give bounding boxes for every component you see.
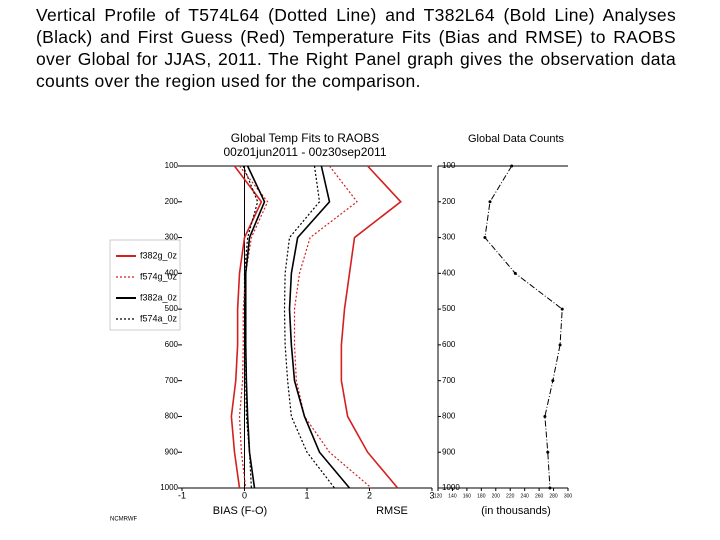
chart-subtitle: 00z01jun2011 - 00z30sep2011 bbox=[223, 145, 386, 159]
count-point bbox=[546, 450, 550, 454]
count-point bbox=[548, 486, 552, 490]
y-tick-label: 800 bbox=[442, 412, 456, 421]
rmse-line bbox=[288, 165, 351, 489]
y-tick-label: 600 bbox=[442, 340, 456, 349]
y-tick-label: 500 bbox=[442, 304, 456, 313]
chart-title: Global Temp Fits to RAOBS bbox=[231, 131, 380, 145]
x-tick-label: 2 bbox=[367, 490, 372, 500]
x-tick-label: 1 bbox=[304, 490, 309, 500]
x-tick-label: 180 bbox=[477, 493, 486, 499]
legend-label: f574g_0z bbox=[140, 271, 178, 281]
count-point bbox=[551, 379, 555, 383]
x-axis-label: RMSE bbox=[376, 505, 408, 517]
count-point bbox=[513, 271, 517, 275]
x-tick-label: 240 bbox=[520, 493, 529, 499]
y-tick-label: 700 bbox=[442, 376, 456, 385]
y-tick-label: 900 bbox=[442, 447, 456, 456]
x-tick-label: 260 bbox=[535, 493, 544, 499]
y-tick-label: 800 bbox=[165, 412, 179, 421]
y-tick-label: 100 bbox=[165, 161, 179, 170]
x-tick-label: 200 bbox=[492, 493, 501, 499]
count-point bbox=[510, 164, 514, 168]
y-tick-label: 200 bbox=[165, 197, 179, 206]
caption: Vertical Profile of T574L64 (Dotted Line… bbox=[36, 5, 676, 91]
count-point bbox=[560, 307, 564, 311]
rmse-line bbox=[340, 165, 402, 489]
legend-label: f574a_0z bbox=[140, 313, 178, 323]
y-tick-label: 100 bbox=[442, 161, 456, 170]
y-tick-label: 1000 bbox=[442, 483, 460, 492]
x-tick-label: 140 bbox=[448, 493, 457, 499]
y-tick-label: 300 bbox=[442, 233, 456, 242]
bias-line bbox=[244, 165, 266, 489]
chart-title: Global Data Counts bbox=[468, 133, 564, 145]
legend-label: f382a_0z bbox=[140, 292, 178, 302]
x-tick-label: 120 bbox=[434, 493, 443, 499]
x-tick-label: 220 bbox=[506, 493, 515, 499]
x-tick-label: 300 bbox=[564, 493, 573, 499]
bias-line bbox=[242, 165, 259, 489]
y-tick-label: 1000 bbox=[160, 483, 178, 492]
x-tick-label: -1 bbox=[178, 490, 186, 500]
x-axis-label: BIAS (F-O) bbox=[213, 505, 267, 517]
y-tick-label: 300 bbox=[165, 233, 179, 242]
y-tick-label: 200 bbox=[442, 197, 456, 206]
count-line bbox=[484, 165, 563, 489]
x-tick-label: 0 bbox=[242, 490, 247, 500]
count-point bbox=[488, 200, 492, 204]
x-axis-label: (in thousands) bbox=[481, 505, 551, 517]
count-point bbox=[483, 236, 487, 240]
x-tick-label: 280 bbox=[549, 493, 558, 499]
footer: NCMRWF bbox=[110, 517, 138, 523]
x-tick-label: 3 bbox=[429, 490, 434, 500]
legend-label: f382g_0z bbox=[140, 250, 178, 260]
y-tick-label: 700 bbox=[165, 376, 179, 385]
y-tick-label: 400 bbox=[442, 268, 456, 277]
bias-line bbox=[238, 165, 269, 489]
y-tick-label: 500 bbox=[165, 304, 179, 313]
x-tick-label: 160 bbox=[463, 493, 472, 499]
rmse-line bbox=[283, 165, 335, 489]
y-tick-label: 400 bbox=[165, 268, 179, 277]
y-tick-label: 600 bbox=[165, 340, 179, 349]
y-tick-label: 900 bbox=[165, 447, 179, 456]
count-point bbox=[543, 414, 547, 418]
count-point bbox=[558, 343, 562, 347]
